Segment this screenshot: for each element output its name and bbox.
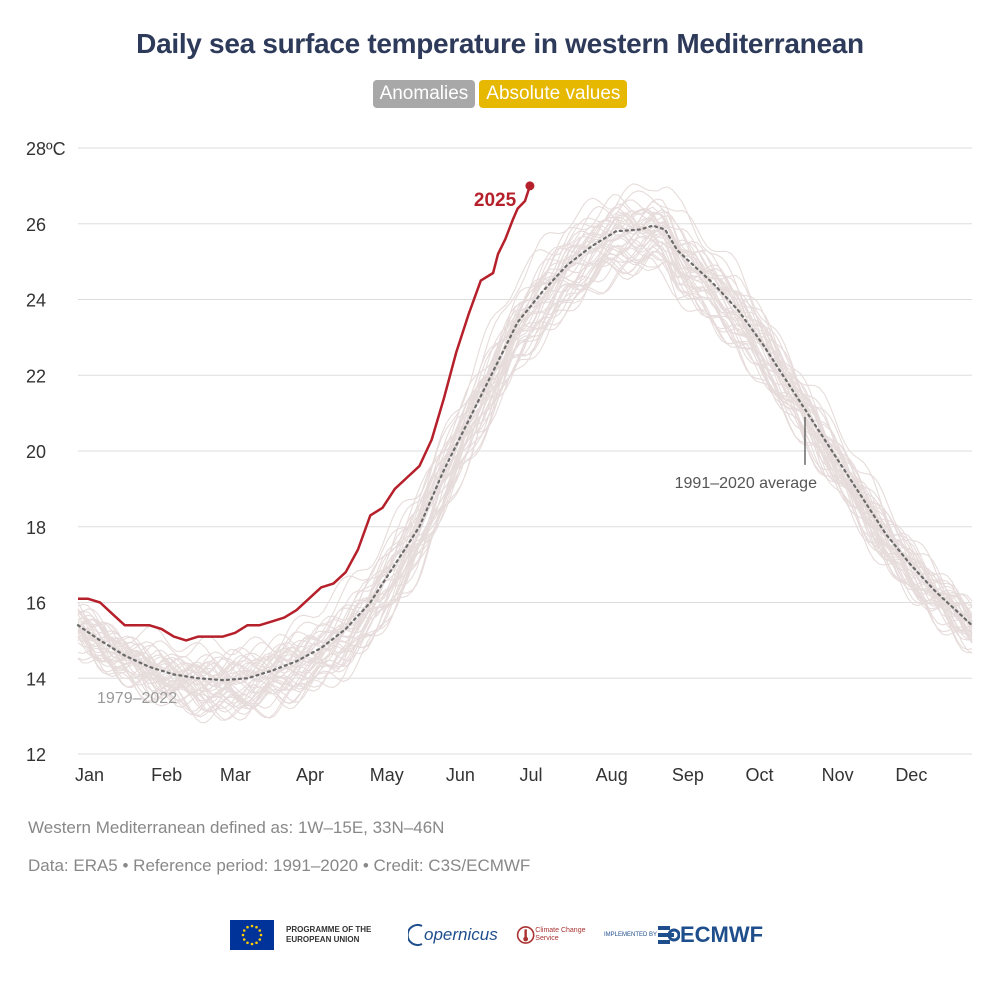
anomalies-button[interactable]: Anomalies bbox=[372, 80, 476, 108]
y-tick-label: 28ºC bbox=[26, 139, 66, 159]
y-tick-label: 14 bbox=[26, 669, 46, 689]
historical-year-line bbox=[77, 209, 973, 678]
copernicus-logo: opernicus bbox=[408, 918, 498, 952]
historical-year-line bbox=[77, 241, 973, 713]
historical-series bbox=[77, 183, 973, 724]
x-tick-label: Mar bbox=[220, 765, 251, 785]
x-tick-label: Oct bbox=[746, 765, 774, 785]
x-tick-label: Apr bbox=[296, 765, 324, 785]
footnote-credits: Data: ERA5 • Reference period: 1991–2020… bbox=[28, 856, 531, 875]
eu-programme-text: PROGRAMME OF THE EUROPEAN UNION bbox=[286, 925, 372, 944]
y-tick-label: 20 bbox=[26, 442, 46, 462]
historical-year-line bbox=[77, 208, 973, 696]
series-2025-line bbox=[78, 185, 532, 642]
x-tick-label: Feb bbox=[151, 765, 182, 785]
x-tick-label: Jun bbox=[446, 765, 475, 785]
c3s-text: Climate Change Service bbox=[535, 927, 586, 942]
x-tick-label: Jan bbox=[75, 765, 104, 785]
y-tick-label: 16 bbox=[26, 594, 46, 614]
label-2025: 2025 bbox=[474, 190, 517, 211]
y-tick-label: 18 bbox=[26, 518, 46, 538]
x-tick-label: Aug bbox=[596, 765, 628, 785]
annotations: 2025 1991–2020 average 1979–2022 bbox=[97, 190, 817, 707]
x-tick-label: May bbox=[370, 765, 404, 785]
x-tick-label: Nov bbox=[822, 765, 854, 785]
label-average: 1991–2020 average bbox=[675, 475, 817, 492]
view-toggle: Anomalies Absolute values bbox=[0, 80, 1000, 108]
ecmwf-wordmark: ECMWF bbox=[680, 922, 764, 947]
historical-year-line bbox=[77, 245, 973, 724]
logo-bar: PROGRAMME OF THE EUROPEAN UNION opernicu… bbox=[230, 918, 790, 952]
y-tick-label: 26 bbox=[26, 215, 46, 235]
average-line bbox=[76, 224, 974, 682]
x-axis: Jan Feb Mar Apr May Jun Jul Aug Sep Oct Nov Dec bbox=[75, 765, 927, 785]
historical-year-line bbox=[77, 214, 973, 698]
label-historical-range: 1979–2022 bbox=[97, 690, 177, 707]
historical-year-line bbox=[77, 244, 973, 712]
historical-year-line bbox=[77, 190, 973, 658]
historical-year-line bbox=[77, 224, 973, 695]
historical-year-line bbox=[77, 222, 973, 689]
absolute-values-button[interactable]: Absolute values bbox=[479, 80, 628, 108]
chart-title: Daily sea surface temperature in western… bbox=[136, 28, 864, 59]
y-axis: 12 14 16 18 20 22 24 26 28ºC bbox=[26, 139, 66, 765]
ecmwf-logo: ECMWF bbox=[654, 918, 763, 952]
data-series bbox=[76, 181, 974, 682]
y-tick-label: 22 bbox=[26, 366, 46, 386]
x-tick-label: Jul bbox=[520, 765, 543, 785]
y-tick-label: 24 bbox=[26, 291, 46, 311]
y-tick-label: 12 bbox=[26, 745, 46, 765]
implemented-by-text: IMPLEMENTED BY bbox=[604, 932, 658, 938]
historical-year-line bbox=[77, 183, 973, 673]
historical-year-line bbox=[77, 211, 973, 692]
eu-flag-logo bbox=[230, 920, 274, 950]
c3s-logo: Climate Change Service bbox=[516, 918, 596, 952]
series-2025-endpoint bbox=[525, 181, 535, 191]
historical-year-line bbox=[77, 208, 973, 704]
x-tick-label: Sep bbox=[672, 765, 704, 785]
x-tick-label: Dec bbox=[895, 765, 927, 785]
footnote-definition: Western Mediterranean defined as: 1W–15E… bbox=[28, 818, 445, 837]
copernicus-wordmark: opernicus bbox=[424, 925, 498, 944]
